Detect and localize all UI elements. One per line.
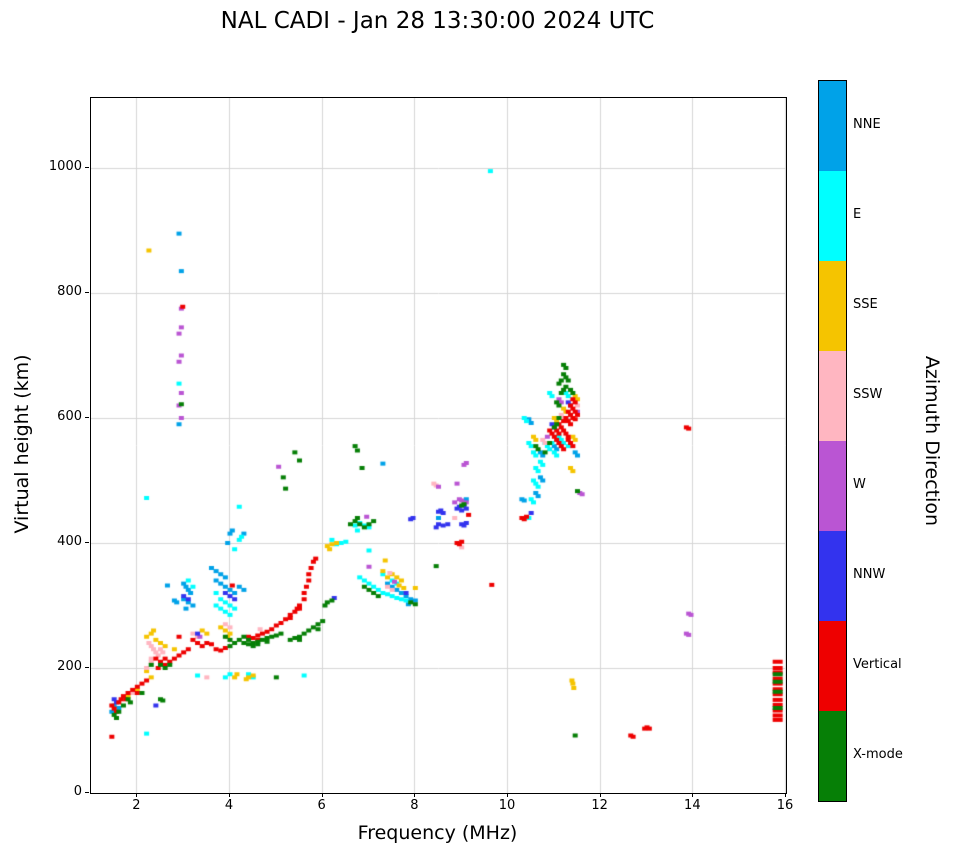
y-tick-label: 800 bbox=[57, 284, 82, 299]
colorbar-tick-label: NNW bbox=[853, 567, 886, 582]
y-tick-label: 400 bbox=[57, 534, 82, 549]
y-tick-label: 0 bbox=[73, 784, 82, 799]
x-tick-mark bbox=[229, 793, 230, 797]
colorbar-tick-label: NNE bbox=[853, 117, 881, 132]
colorbar-tick-label: E bbox=[853, 207, 862, 222]
colorbar-axis-label: Azimuth Direction bbox=[921, 355, 943, 527]
plot-canvas bbox=[91, 98, 786, 793]
x-tick-mark bbox=[322, 793, 323, 797]
y-tick-mark bbox=[85, 542, 89, 543]
y-tick-label: 600 bbox=[57, 409, 82, 424]
colorbar-tick-label: Vertical bbox=[853, 657, 902, 672]
x-tick-label: 14 bbox=[684, 798, 701, 813]
x-tick-label: 2 bbox=[132, 798, 141, 813]
y-tick-mark bbox=[85, 292, 89, 293]
colorbar-segment-nnw bbox=[819, 531, 846, 621]
colorbar-tick-label: X-mode bbox=[853, 747, 903, 762]
x-tick-label: 16 bbox=[776, 798, 794, 813]
colorbar-tick-label: SSE bbox=[853, 297, 878, 312]
y-tick-mark bbox=[85, 792, 89, 793]
colorbar-segment-w bbox=[819, 441, 846, 531]
colorbar-segment-nne bbox=[819, 81, 846, 171]
y-tick-mark bbox=[85, 167, 89, 168]
x-tick-mark bbox=[414, 793, 415, 797]
colorbar bbox=[818, 80, 847, 802]
x-tick-mark bbox=[600, 793, 601, 797]
y-axis-label: Virtual height (km) bbox=[11, 354, 33, 534]
y-tick-label: 200 bbox=[57, 659, 82, 674]
y-tick-mark bbox=[85, 417, 89, 418]
x-tick-label: 10 bbox=[498, 798, 516, 813]
x-tick-label: 6 bbox=[317, 798, 326, 813]
colorbar-segment-e bbox=[819, 171, 846, 261]
x-axis-label: Frequency (MHz) bbox=[357, 822, 518, 844]
y-tick-label: 1000 bbox=[48, 159, 82, 174]
x-tick-mark bbox=[692, 793, 693, 797]
x-tick-mark bbox=[136, 793, 137, 797]
x-tick-label: 4 bbox=[224, 798, 234, 813]
x-tick-label: 12 bbox=[591, 798, 608, 813]
colorbar-tick-label: SSW bbox=[853, 387, 883, 402]
x-tick-mark bbox=[507, 793, 508, 797]
colorbar-segment-x-mode bbox=[819, 711, 846, 801]
colorbar-segment-ssw bbox=[819, 351, 846, 441]
y-tick-mark bbox=[85, 667, 89, 668]
colorbar-tick-label: W bbox=[853, 477, 866, 492]
x-tick-label: 8 bbox=[410, 798, 419, 813]
colorbar-segment-sse bbox=[819, 261, 846, 351]
x-tick-mark bbox=[785, 793, 786, 797]
plot-area bbox=[90, 97, 787, 794]
chart-title: NAL CADI - Jan 28 13:30:00 2024 UTC bbox=[220, 8, 655, 34]
colorbar-segment-vertical bbox=[819, 621, 846, 711]
